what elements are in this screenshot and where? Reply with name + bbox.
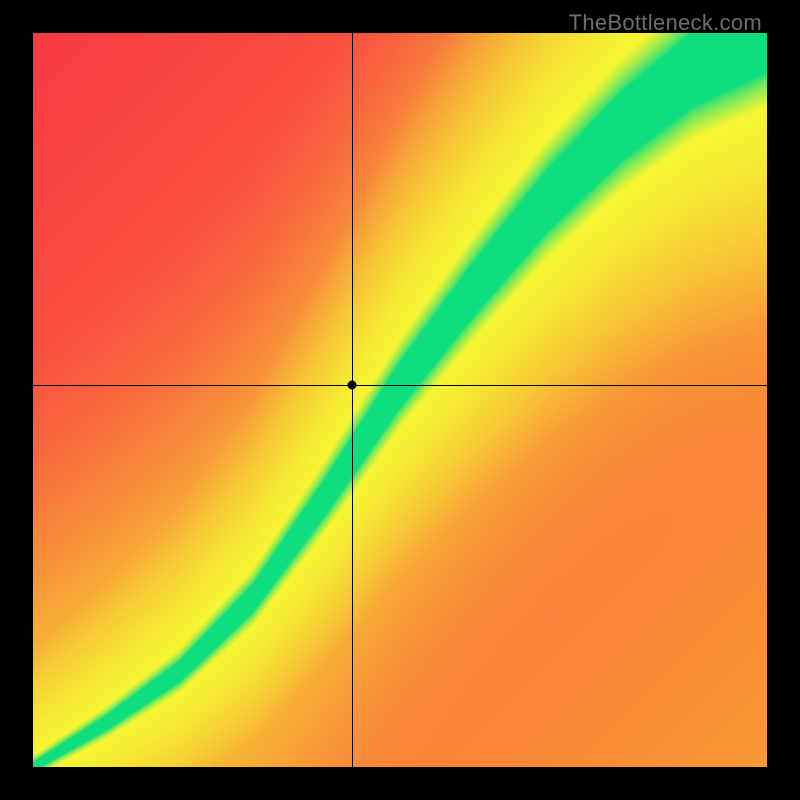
crosshair-marker [348, 381, 357, 390]
chart-frame: TheBottleneck.com [0, 0, 800, 800]
plot-area [33, 33, 767, 767]
crosshair-horizontal [33, 385, 767, 386]
heatmap-canvas [33, 33, 767, 767]
crosshair-vertical [352, 33, 353, 767]
